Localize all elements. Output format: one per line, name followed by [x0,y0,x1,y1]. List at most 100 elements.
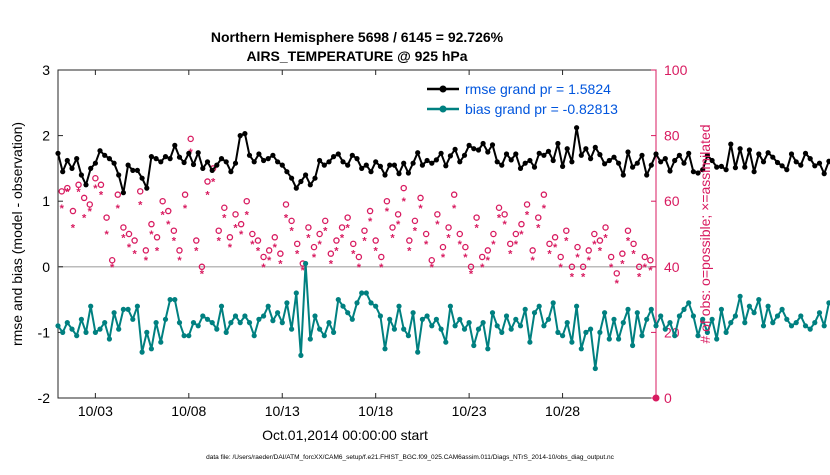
bias-data-point [349,316,355,322]
obs-possible-marker [568,263,576,271]
rmse-data-point [648,162,654,168]
bias-data-point [317,326,323,332]
obs-possible-marker [120,224,127,231]
bias-data-point [289,326,295,332]
obs-possible-marker [153,234,161,241]
bias-data-point [270,318,276,324]
bias-data-point [60,329,66,335]
bias-data-point [335,297,341,303]
obs-possible-marker [490,230,497,238]
rmse-data-point [424,157,430,164]
rmse-data-point [480,140,486,147]
rmse-data-point [527,157,533,164]
bias-data-point [190,320,197,326]
bias-data-point [560,333,566,339]
rmse-data-point [111,160,117,166]
bias-data-point [714,336,720,342]
obs-assimilated-marker: * [402,196,407,208]
obs-assimilated-marker: * [273,242,278,254]
obs-possible-marker [260,253,267,261]
rmse-data-point [387,162,393,168]
obs-assimilated-marker: * [542,203,547,215]
x-axis-label: Oct.01,2014 00:00:00 start [262,427,428,443]
obs-assimilated-marker: * [637,272,642,284]
rmse-data-point [452,146,458,152]
rmse-data-point [616,160,622,166]
y-right-tick-label: 60 [664,193,680,209]
obs-assimilated-marker: * [166,219,171,231]
obs-assimilated-marker: * [121,232,126,244]
bias-data-point [218,303,225,309]
obs-possible-marker [630,240,637,248]
rmse-data-point [798,162,804,168]
bias-data-point [186,333,192,339]
rmse-data-point [560,163,566,169]
obs-possible-marker [361,227,368,234]
obs-possible-marker [406,237,413,244]
bias-data-point [424,313,430,319]
bias-data-point [728,320,734,326]
obs-possible-marker [467,263,475,271]
obs-possible-marker [254,237,262,244]
bias-data-point [382,346,388,352]
rmse-data-point [261,157,267,164]
x-tick-label: 10/18 [358,403,393,419]
rmse-data-point [765,150,771,156]
obs-possible-marker [237,220,245,228]
obs-possible-marker [108,256,116,264]
bias-data-point [760,323,767,329]
obs-possible-marker [383,197,391,205]
obs-assimilated-marker: * [362,236,367,248]
y-right-tick-label: 0 [664,390,672,406]
bias-data-point [541,323,547,329]
obs-assimilated-marker: * [609,262,614,274]
obs-possible-marker [350,240,357,248]
obs-assimilated-marker: * [435,219,440,231]
bias-data-point [354,300,360,306]
bias-data-point [78,316,84,322]
axis-ticks: 10/03 10/08 10/13 10/18 10/23 10/28-2-1012302… [38,62,688,419]
rmse-data-point [508,157,514,163]
obs-assimilated-marker: * [559,262,564,274]
rmse-data-point [564,146,570,152]
obs-assimilated-marker: * [452,203,457,215]
rmse-data-point [102,152,108,158]
bias-data-point [471,342,477,349]
obs-assimilated-marker: * [261,262,266,274]
bias-data-point [784,316,790,322]
bias-data-point [648,306,654,312]
obs-assimilated-marker: * [379,262,384,274]
obs-possible-marker [607,253,615,261]
rmse-data-point [494,159,500,165]
bias-data-point [686,300,692,306]
bias-data-point [531,310,538,316]
obs-possible-marker [378,253,385,261]
obs-assimilated-marker: * [564,236,569,248]
obs-possible-marker [226,234,234,241]
obs-assimilated-marker: * [289,226,294,238]
rmse-data-point [303,172,309,178]
obs-assimilated-marker: * [480,262,485,274]
obs-possible-marker [389,224,396,231]
bias-data-point [415,349,421,355]
bias-data-point [475,326,482,332]
x-tick-label: 10/28 [545,403,580,419]
obs-possible-marker [114,191,122,198]
rmse-data-point [289,175,295,181]
rmse-data-point [415,150,421,156]
obs-assimilated-marker: * [469,268,474,280]
obs-possible-marker [495,204,503,212]
rmse-data-point [816,160,823,166]
obs-possible-marker [75,181,82,189]
rmse-data-point [625,149,631,155]
obs-possible-marker [579,263,587,271]
y-left-tick-label: -1 [38,324,51,340]
obs-possible-marker [613,270,621,277]
bias-data-point [200,313,206,319]
obs-assimilated-marker: * [458,239,463,251]
series-lines [55,125,830,372]
rmse-data-point [723,167,729,173]
rmse-data-point [513,151,519,157]
obs-possible-marker [170,227,178,234]
